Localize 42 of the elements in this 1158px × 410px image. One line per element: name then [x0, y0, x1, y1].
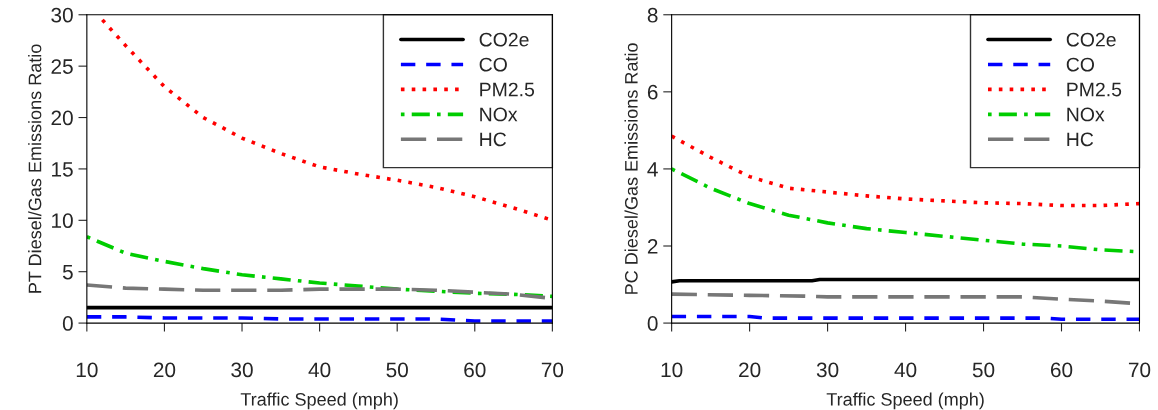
y-tick-label: 20	[51, 110, 73, 126]
y-tick-label: 5	[62, 264, 73, 280]
x-tick-label: 70	[541, 362, 564, 378]
legend-label: CO	[479, 57, 507, 72]
x-tick-label: 10	[661, 362, 683, 378]
y-axis-title: PT Diesel/Gas Emissions Ratio	[28, 44, 42, 293]
y-tick-label: 0	[647, 316, 658, 331]
y-tick-label: 10	[52, 213, 73, 229]
x-tick-label: 60	[1050, 362, 1073, 378]
x-tick-label: 50	[972, 362, 995, 378]
legend-label: NOx	[1067, 107, 1105, 122]
line-series	[671, 134, 1140, 208]
y-tick-label: 4	[647, 162, 658, 177]
legend-label: CO2e	[479, 32, 529, 47]
legend-label: HC	[480, 132, 507, 147]
x-tick-label: 40	[308, 362, 331, 378]
legend-label: HC	[1067, 132, 1094, 147]
x-axis-title: Traffic Speed (mph)	[826, 392, 984, 410]
y-tick-label: 30	[51, 7, 73, 23]
x-tick-label: 30	[816, 362, 839, 378]
legend-label: CO2e	[1066, 32, 1116, 47]
x-axis-title: Traffic Speed (mph)	[240, 392, 398, 410]
x-tick-label: 20	[153, 362, 176, 378]
y-tick-label: 6	[647, 84, 658, 100]
line-series	[86, 234, 553, 299]
y-tick-label: 15	[52, 162, 73, 177]
x-tick-label: 30	[231, 362, 253, 378]
legend-label: NOx	[480, 107, 518, 122]
y-axis-title: PC Diesel/Gas Emissions Ratio	[624, 43, 638, 294]
x-tick-label: 20	[739, 362, 761, 378]
legend-label: CO	[1066, 57, 1095, 72]
legend-label: PM2.5	[480, 82, 535, 97]
y-tick-label: 2	[647, 239, 658, 254]
x-tick-label: 50	[386, 362, 408, 378]
legend-label: PM2.5	[1067, 82, 1122, 97]
x-tick-label: 60	[464, 362, 486, 378]
y-tick-label: 25	[51, 59, 73, 74]
x-tick-label: 40	[894, 362, 917, 378]
y-tick-label: 8	[647, 7, 658, 23]
y-tick-label: 0	[62, 316, 73, 331]
x-tick-label: 10	[76, 362, 98, 378]
x-tick-label: 70	[1128, 362, 1151, 378]
